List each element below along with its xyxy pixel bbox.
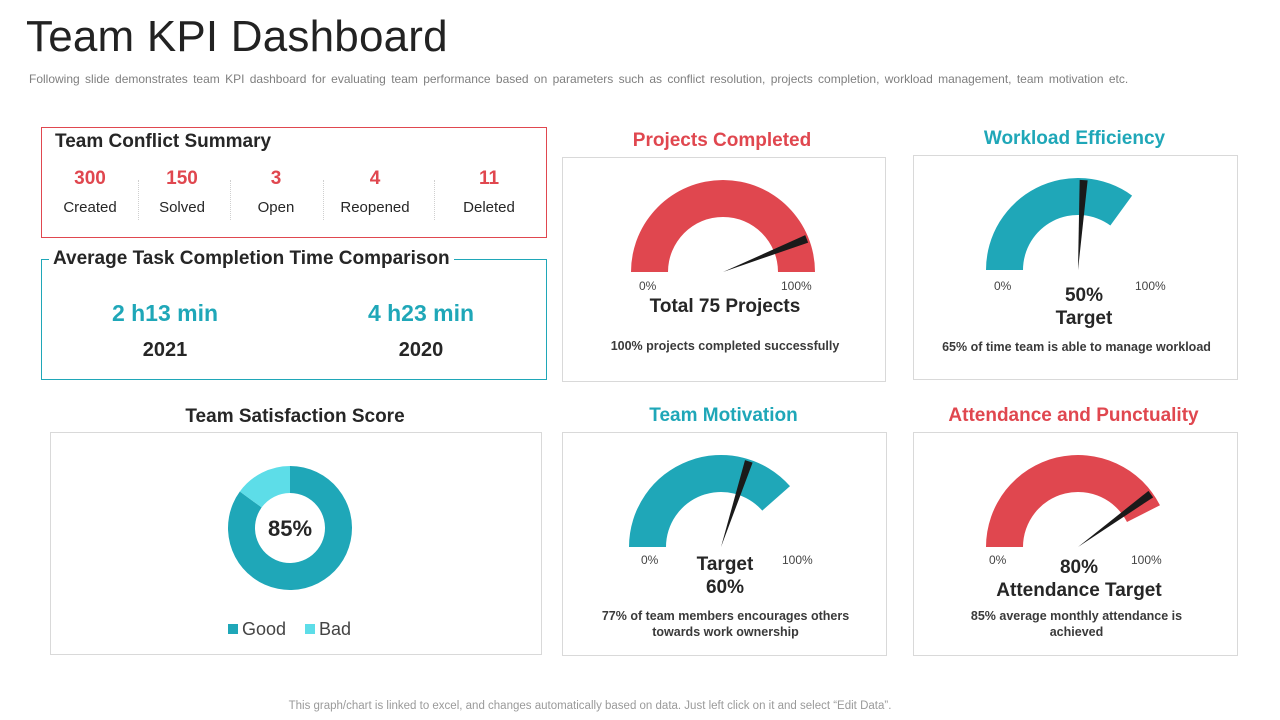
- gauge-max-label: 100%: [782, 553, 813, 567]
- satisfaction-card: 85% Good Bad: [50, 432, 542, 655]
- conflict-summary-panel: Team Conflict Summary 300 Created 150 So…: [41, 127, 547, 238]
- legend-good: Good: [228, 619, 286, 640]
- gauge-max-label: 100%: [1135, 279, 1166, 293]
- stat-created: 300 Created: [40, 168, 140, 216]
- workload-efficiency-title: Workload Efficiency: [983, 128, 1166, 149]
- stat-value: 300: [74, 168, 106, 189]
- stat-divider: [323, 180, 324, 220]
- gauge-min-label: 0%: [639, 279, 657, 293]
- legend-label: Good: [242, 619, 287, 639]
- gauge-arc: [629, 455, 791, 547]
- legend-bad: Bad: [305, 619, 351, 640]
- gauge-arc: [986, 455, 1160, 547]
- stat-reopened: 4 Reopened: [325, 168, 425, 216]
- gauge-note: 85% average monthly attendance is achiev…: [970, 609, 1183, 639]
- gauge-note: 77% of team members encourages others to…: [601, 609, 850, 639]
- avg-time-2020: 4 h23 min 2020: [321, 300, 521, 362]
- gauge-note: 100% projects completed successfully: [610, 339, 840, 353]
- workload-gauge: [986, 177, 1133, 270]
- avg-time-year: 2020: [398, 339, 444, 361]
- gauge-center-label: 50%: [1064, 285, 1104, 306]
- avg-time-value: 4 h23 min: [367, 300, 475, 326]
- stat-open: 3 Open: [226, 168, 326, 216]
- gauge-max-label: 100%: [781, 279, 812, 293]
- avg-time-year: 2021: [142, 339, 188, 361]
- motivation-gauge: [629, 455, 791, 547]
- satisfaction-donut: [228, 466, 352, 590]
- stat-label: Created: [63, 199, 117, 216]
- satisfaction-title: Team Satisfaction Score: [185, 406, 405, 427]
- donut-center-label: 85%: [267, 516, 313, 541]
- legend-label: Bad: [319, 619, 352, 639]
- projects-completed-card: 0% 100% Total 75 Projects 100% projects …: [562, 157, 886, 382]
- avg-time-2021: 2 h13 min 2021: [65, 300, 265, 362]
- attendance-gauge: [986, 455, 1160, 547]
- stat-deleted: 11 Deleted: [439, 168, 539, 216]
- gauge-center-label-2: Target: [1055, 308, 1113, 329]
- projects-completed-title: Projects Completed: [632, 130, 812, 151]
- gauge-min-label: 0%: [989, 553, 1007, 567]
- legend-swatch: [228, 624, 238, 634]
- attendance-title: Attendance and Punctuality: [948, 405, 1199, 426]
- gauge-needle: [721, 460, 753, 547]
- page-subtitle: Following slide demonstrates team KPI da…: [29, 72, 1129, 86]
- gauge-needle: [723, 235, 809, 272]
- gauge-center-label-2: 60%: [705, 577, 745, 598]
- gauge-center-label: Total 75 Projects: [649, 296, 801, 317]
- gauge-center-label-2: Attendance Target: [996, 580, 1162, 601]
- stat-solved: 150 Solved: [132, 168, 232, 216]
- gauge-arc: [986, 177, 1133, 270]
- workload-efficiency-card: 0% 100% 50% Target 65% of time team is a…: [913, 155, 1238, 380]
- stat-value: 3: [270, 168, 282, 189]
- stat-label: Open: [257, 199, 295, 216]
- legend-swatch: [305, 624, 315, 634]
- team-motivation-card: 0% 100% Target 60% 77% of team members e…: [562, 432, 887, 656]
- gauge-center-label: 80%: [1059, 557, 1099, 578]
- gauge-arc: [631, 180, 815, 272]
- stat-value: 4: [369, 168, 381, 189]
- conflict-summary-title: Team Conflict Summary: [55, 131, 272, 152]
- stat-label: Deleted: [463, 199, 515, 216]
- gauge-min-label: 0%: [994, 279, 1012, 293]
- stat-label: Solved: [159, 199, 205, 216]
- avg-completion-panel: Average Task Completion Time Comparison …: [41, 248, 547, 380]
- stat-divider: [230, 180, 231, 220]
- gauge-center-label: Target: [696, 554, 754, 575]
- gauge-note: 65% of time team is able to manage workl…: [942, 340, 1211, 354]
- page-title: Team KPI Dashboard: [26, 12, 448, 61]
- donut-slice-good: [228, 466, 352, 590]
- gauge-needle: [1078, 490, 1154, 547]
- avg-completion-title: Average Task Completion Time Comparison: [53, 248, 450, 269]
- stat-value: 150: [166, 168, 198, 189]
- gauge-needle: [1078, 179, 1088, 270]
- stat-divider: [434, 180, 435, 220]
- avg-completion-title-wrap: Average Task Completion Time Comparison: [49, 248, 454, 270]
- stat-value: 11: [478, 168, 500, 189]
- stat-label: Reopened: [340, 199, 410, 216]
- footnote: This graph/chart is linked to excel, and…: [288, 700, 892, 712]
- attendance-card: 0% 100% 80% Attendance Target 85% averag…: [913, 432, 1238, 656]
- avg-time-value: 2 h13 min: [111, 300, 219, 326]
- stat-divider: [138, 180, 139, 220]
- projects-gauge: [631, 180, 815, 272]
- gauge-min-label: 0%: [641, 553, 659, 567]
- team-motivation-title: Team Motivation: [649, 405, 798, 426]
- donut-slice-bad: [239, 466, 290, 508]
- gauge-max-label: 100%: [1131, 553, 1162, 567]
